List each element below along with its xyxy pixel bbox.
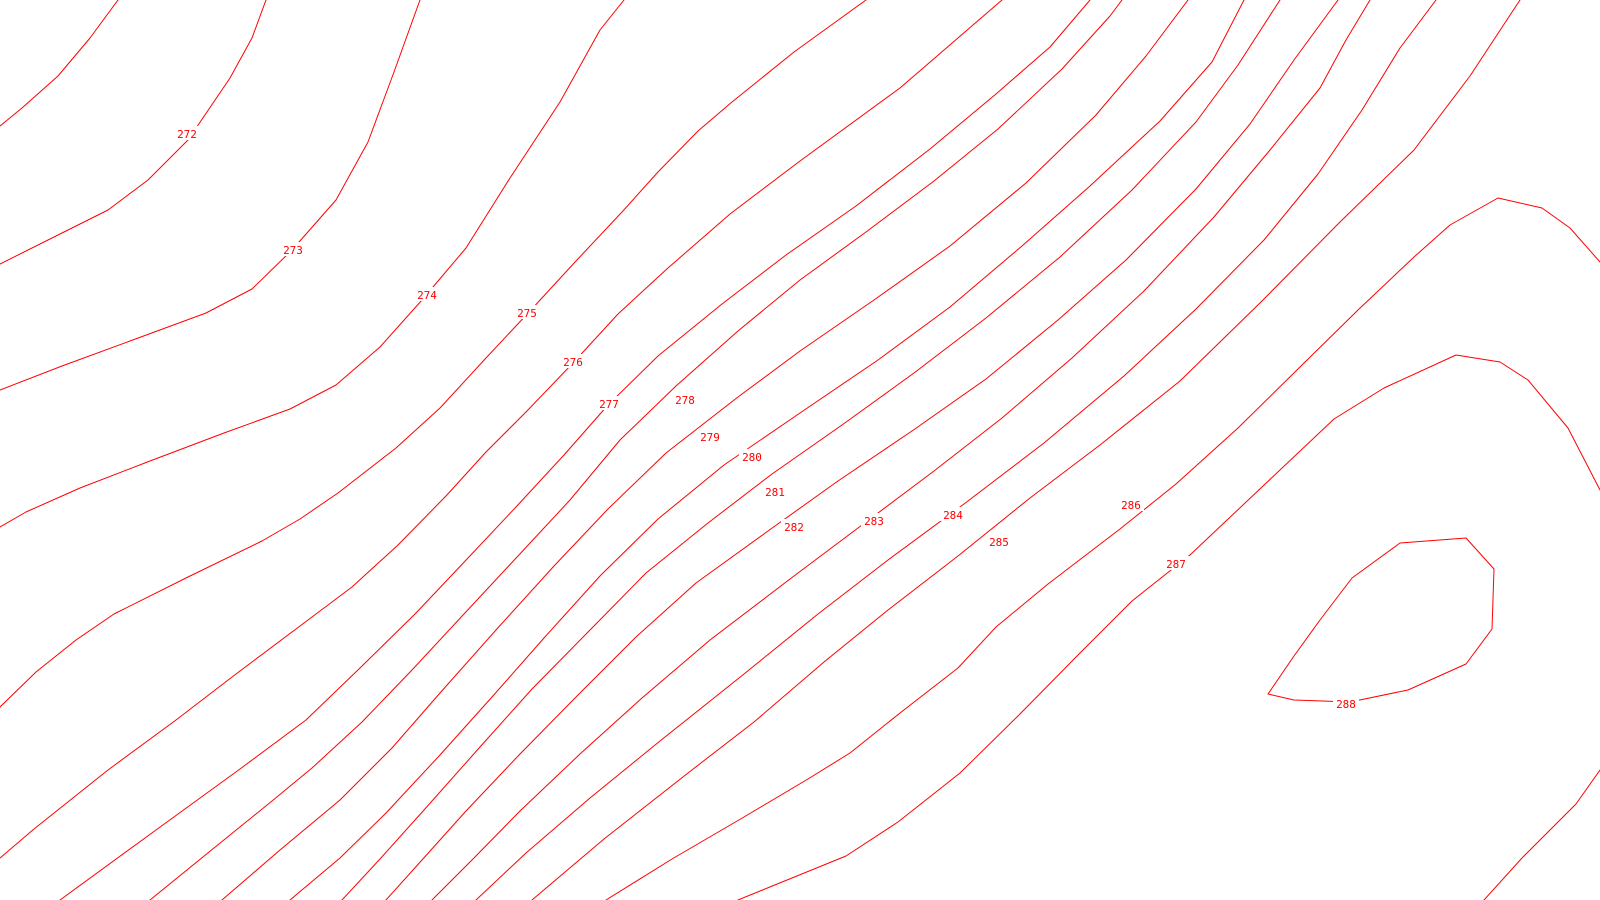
contour-line-273 xyxy=(0,0,625,528)
contour-label-283: 283 xyxy=(864,515,884,528)
contour-labels: 272 273 274 275 276 277 xyxy=(174,126,1359,711)
contour-label-group-282: 282 xyxy=(781,519,807,534)
contour-label-group-277: 277 xyxy=(596,396,622,411)
contour-line-282 xyxy=(431,0,1371,900)
label-knockout xyxy=(1333,696,1359,710)
contour-label-group-274: 274 xyxy=(414,287,440,302)
label-knockout xyxy=(986,534,1012,548)
contour-line-287 xyxy=(1483,769,1600,900)
contour-label-group-276: 276 xyxy=(560,354,586,369)
contour-label-282: 282 xyxy=(784,521,804,534)
contour-label-276: 276 xyxy=(563,356,583,369)
label-knockout xyxy=(1118,497,1144,511)
contour-label-group-272: 272 xyxy=(174,126,200,141)
contour-line-285 xyxy=(605,197,1600,900)
contour-line xyxy=(0,0,119,127)
contour-label-group-285: 285 xyxy=(986,534,1012,549)
label-knockout xyxy=(414,287,440,301)
contour-label-group-283: 283 xyxy=(861,513,887,528)
label-knockout xyxy=(781,519,807,533)
contour-label-286: 286 xyxy=(1121,499,1141,512)
label-knockout xyxy=(697,429,723,443)
label-knockout xyxy=(560,354,586,368)
label-knockout xyxy=(762,484,788,498)
contour-label-273: 273 xyxy=(283,244,303,257)
contour-label-281: 281 xyxy=(765,486,785,499)
contour-line-280 xyxy=(341,0,1281,900)
label-knockout xyxy=(174,126,200,140)
contour-label-288: 288 xyxy=(1336,698,1356,711)
contour-line-278 xyxy=(221,0,1189,900)
label-knockout xyxy=(861,513,887,527)
label-knockout xyxy=(940,507,966,521)
contour-label-group-279: 279 xyxy=(697,429,723,444)
label-knockout xyxy=(739,449,765,463)
label-knockout xyxy=(596,396,622,410)
contour-label-277: 277 xyxy=(599,398,619,411)
contour-line-286 xyxy=(737,354,1600,900)
label-knockout xyxy=(514,305,540,319)
contour-label-275: 275 xyxy=(517,307,537,320)
contour-label-278: 278 xyxy=(675,394,695,407)
contour-label-272: 272 xyxy=(177,128,197,141)
contour-line-279 xyxy=(289,0,1245,900)
contour-line-275 xyxy=(0,0,1003,859)
contour-label-group-278: 278 xyxy=(672,392,698,407)
label-knockout xyxy=(280,242,306,256)
contour-label-280: 280 xyxy=(742,451,762,464)
contour-label-group-275: 275 xyxy=(514,305,540,320)
contour-label-274: 274 xyxy=(417,289,437,302)
contour-label-287: 287 xyxy=(1166,558,1186,571)
contour-label-group-273: 273 xyxy=(280,242,306,257)
contour-label-284: 284 xyxy=(943,509,963,522)
contour-label-285: 285 xyxy=(989,536,1009,549)
contour-line-283 xyxy=(475,0,1437,900)
contour-line-276 xyxy=(59,0,1091,900)
contour-line-284 xyxy=(531,0,1521,900)
contour-label-279: 279 xyxy=(700,431,720,444)
contour-line-277 xyxy=(149,0,1123,900)
contour-line-288 xyxy=(1267,537,1495,703)
contour-label-group-286: 286 xyxy=(1118,497,1144,512)
contour-line-274 xyxy=(0,0,867,708)
label-knockout xyxy=(672,392,698,406)
contour-label-group-288: 288 xyxy=(1333,696,1359,711)
contour-label-group-280: 280 xyxy=(739,449,765,464)
contour-label-group-284: 284 xyxy=(940,507,966,522)
contour-line-281 xyxy=(385,0,1339,900)
contour-label-group-287: 287 xyxy=(1163,556,1189,571)
contour-line xyxy=(0,0,267,265)
contour-label-group-281: 281 xyxy=(762,484,788,499)
contour-line-272 xyxy=(0,0,421,391)
label-knockout xyxy=(1163,556,1189,570)
